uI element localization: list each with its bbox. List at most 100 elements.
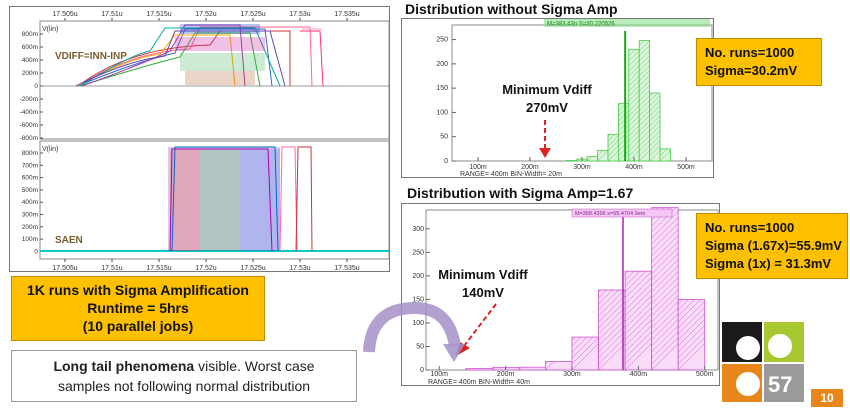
hist-hatch bbox=[607, 145, 619, 157]
hist-hatch bbox=[651, 271, 679, 299]
hist-hatch bbox=[628, 135, 640, 147]
hist-hatch bbox=[651, 277, 679, 305]
time-tick-label: 17.535u bbox=[334, 265, 359, 272]
y-tick-label: 50 bbox=[416, 343, 424, 350]
hist-hatch bbox=[628, 125, 640, 137]
y-tick-label: 600m bbox=[22, 175, 38, 182]
hist-hatch bbox=[639, 40, 645, 47]
hist-hatch bbox=[628, 75, 640, 87]
time-tick-label: 17.52u bbox=[195, 265, 217, 272]
y-tick-label: 0 bbox=[444, 158, 448, 165]
hist-hatch bbox=[618, 135, 629, 147]
y-tick-label: 600m bbox=[22, 44, 38, 51]
hist-top-window[interactable]: 250 200 150 100 50 0 100m 200m 300m 400m 500m M=3… bbox=[401, 18, 714, 178]
saen-signal-label: SAEN bbox=[55, 235, 83, 246]
hist-hatch bbox=[649, 105, 661, 117]
hist-hatch bbox=[628, 85, 640, 97]
hist-hatch bbox=[659, 148, 668, 157]
y-tick-label: 800m bbox=[22, 150, 38, 157]
curved-callout-arrow bbox=[363, 301, 465, 362]
hist-bottom-stats: M=368.4396 s=55.4704 9em bbox=[575, 211, 646, 217]
hist-hatch bbox=[545, 361, 549, 365]
hist-hatch bbox=[678, 299, 701, 323]
hist-hatch bbox=[624, 289, 652, 317]
y-tick-label: 50 bbox=[440, 134, 448, 141]
saen-wave-bundle bbox=[40, 146, 389, 252]
hist-hatch bbox=[651, 211, 679, 239]
hist-hatch bbox=[639, 70, 650, 82]
x-tick-label: 200m bbox=[497, 371, 515, 378]
hist-hatch bbox=[651, 289, 679, 317]
hist-hatch bbox=[678, 299, 689, 311]
hist-hatch bbox=[651, 337, 679, 365]
hist-hatch bbox=[659, 148, 663, 152]
hist-hatch bbox=[598, 343, 626, 371]
hist-bar bbox=[677, 299, 706, 371]
x-tick-label: 100m bbox=[469, 164, 487, 171]
hist-hatch bbox=[628, 90, 640, 102]
hist-hatch bbox=[639, 150, 650, 162]
hist-hatch bbox=[639, 90, 650, 102]
x-tick-label: 300m bbox=[573, 164, 591, 171]
hist-hatch bbox=[624, 270, 635, 281]
hist-hatch bbox=[628, 110, 640, 122]
hist-hatch bbox=[624, 270, 647, 293]
y-tick-label: -600m bbox=[20, 122, 38, 129]
hist-top-annotation: Minimum Vdiff 270mV bbox=[502, 82, 592, 115]
hist-hatch bbox=[678, 313, 705, 341]
hist-hatch bbox=[628, 100, 640, 112]
hist-hatch bbox=[518, 366, 522, 371]
y-tick-label: 250 bbox=[436, 37, 448, 44]
waveform-viewer[interactable]: 17.505u 17.51u 17.515u 17.52u 17.525u 17.53u 1… bbox=[9, 6, 390, 272]
hist-hatch bbox=[628, 60, 640, 72]
hist-top-heading: Distribution without Sigma Amp bbox=[405, 1, 618, 17]
y-tick-label: -800m bbox=[20, 135, 38, 142]
x-tick-label: 400m bbox=[625, 164, 643, 171]
hist-hatch bbox=[607, 135, 619, 147]
hist-hatch bbox=[618, 125, 629, 137]
hist-hatch bbox=[651, 307, 679, 335]
y-tick-label: 0 bbox=[34, 248, 38, 255]
hist-hatch bbox=[607, 140, 619, 152]
hist-bottom-window[interactable]: 300 250 200 150 100 50 0 100m 200m 300m 400m 500m … bbox=[401, 203, 720, 386]
hist-hatch bbox=[639, 130, 650, 142]
y-tick-label: 300 bbox=[412, 226, 424, 233]
hist-hatch bbox=[465, 368, 468, 371]
hist-hatch bbox=[628, 150, 640, 162]
x-tick-label: 300m bbox=[563, 371, 581, 378]
hist-hatch bbox=[651, 265, 679, 293]
hist-hatch bbox=[618, 130, 629, 142]
time-tick-label: 17.51u bbox=[101, 265, 123, 272]
hist-hatch bbox=[598, 289, 601, 293]
hist-hatch bbox=[678, 299, 695, 317]
hist-hatch bbox=[571, 336, 576, 341]
hist-hatch bbox=[624, 283, 652, 311]
x-tick-label: 200m bbox=[521, 164, 539, 171]
hist-hatch bbox=[598, 337, 626, 365]
hist-hatch bbox=[639, 105, 650, 117]
hist-hatch bbox=[639, 55, 650, 67]
hist-hatch bbox=[545, 361, 555, 371]
hist-hatch bbox=[598, 289, 607, 299]
time-tick-label: 17.525u bbox=[240, 11, 265, 18]
hist-hatch bbox=[678, 319, 705, 347]
hist-hatch bbox=[628, 49, 631, 52]
time-tick-label: 17.51u bbox=[101, 11, 123, 18]
hist-hatch bbox=[624, 307, 652, 335]
hist-hatch bbox=[639, 45, 650, 57]
hist-hatch bbox=[628, 70, 640, 82]
hist-hatch bbox=[624, 343, 652, 371]
hist-bottom-info-box: No. runs=1000 Sigma (1.67x)=55.9mV Sigma… bbox=[696, 213, 848, 279]
x-tick-label: 100m bbox=[431, 371, 449, 378]
top-unit-label: V(lin) bbox=[42, 26, 58, 33]
hist-top-info-box: No. runs=1000 Sigma=30.2mV bbox=[696, 38, 822, 86]
hist-hatch bbox=[628, 80, 640, 92]
hist-hatch bbox=[651, 319, 679, 347]
hist-hatch bbox=[649, 120, 661, 132]
hist-hatch bbox=[618, 120, 629, 132]
hist-hatch bbox=[618, 115, 629, 127]
y-tick-label: -400m bbox=[20, 109, 38, 116]
hist-bar bbox=[649, 92, 661, 162]
hist-hatch bbox=[571, 336, 582, 347]
hist-hatch bbox=[651, 241, 679, 269]
